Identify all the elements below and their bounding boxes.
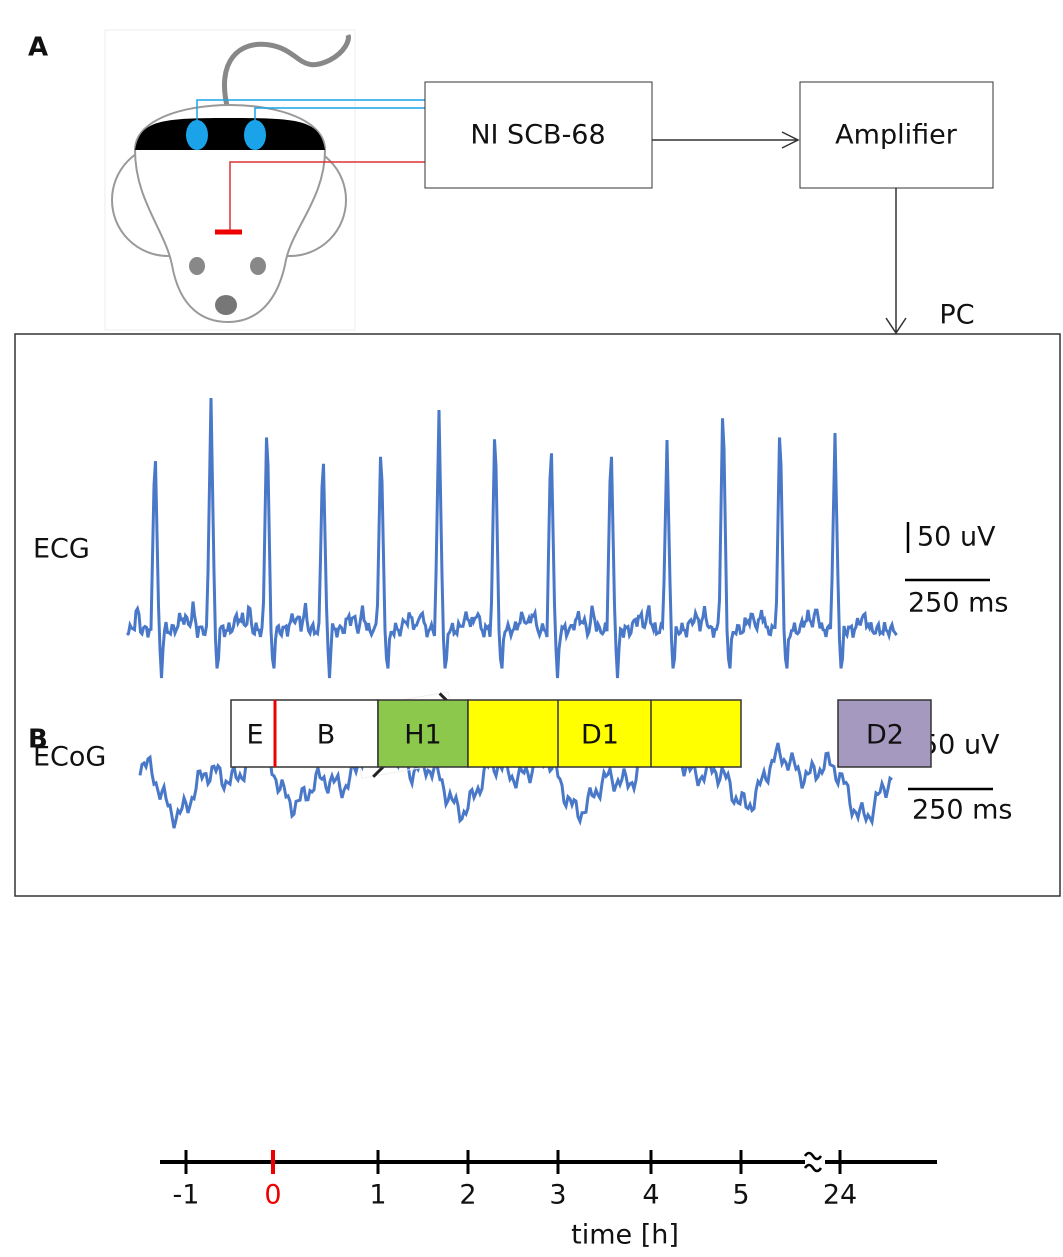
box (799, 81, 994, 189)
tick-label: 2 (459, 1180, 476, 1211)
scale-label: 250 ms (912, 795, 1013, 826)
time-axis (160, 1151, 937, 1173)
tick-label: 5 (732, 1180, 749, 1211)
scale-label: 50 uV (917, 522, 996, 553)
segment-label: H1 (404, 720, 441, 751)
arrows (652, 131, 907, 335)
ecg-trace (125, 397, 898, 679)
box-label: NI SCB-68 (470, 120, 605, 151)
panel-label: B (28, 725, 48, 755)
box-label: Amplifier (835, 120, 958, 151)
segment-label: D1 (581, 720, 619, 751)
tick-label: -1 (173, 1180, 200, 1211)
segment-label: D2 (866, 720, 904, 751)
tick-label: 24 (823, 1180, 857, 1211)
tick-label: 4 (642, 1180, 659, 1211)
tick-label: 3 (549, 1180, 566, 1211)
mouse-icon (104, 29, 425, 331)
trace-name: ECG (33, 534, 90, 565)
pc-label: PC (939, 300, 974, 331)
axis-label: time [h] (571, 1220, 679, 1251)
scale-label: 250 ms (908, 588, 1009, 619)
box (424, 81, 653, 189)
tick-label: 0 (264, 1180, 281, 1211)
scale-label: 50 uV (921, 730, 1000, 761)
pc-box (14, 333, 1061, 897)
tick-label: 1 (369, 1180, 386, 1211)
segments (230, 699, 932, 768)
segment-label: E (246, 720, 263, 751)
segment-label: B (317, 720, 336, 751)
panel-label: A (28, 33, 48, 63)
trace-name: ECoG (33, 742, 106, 773)
